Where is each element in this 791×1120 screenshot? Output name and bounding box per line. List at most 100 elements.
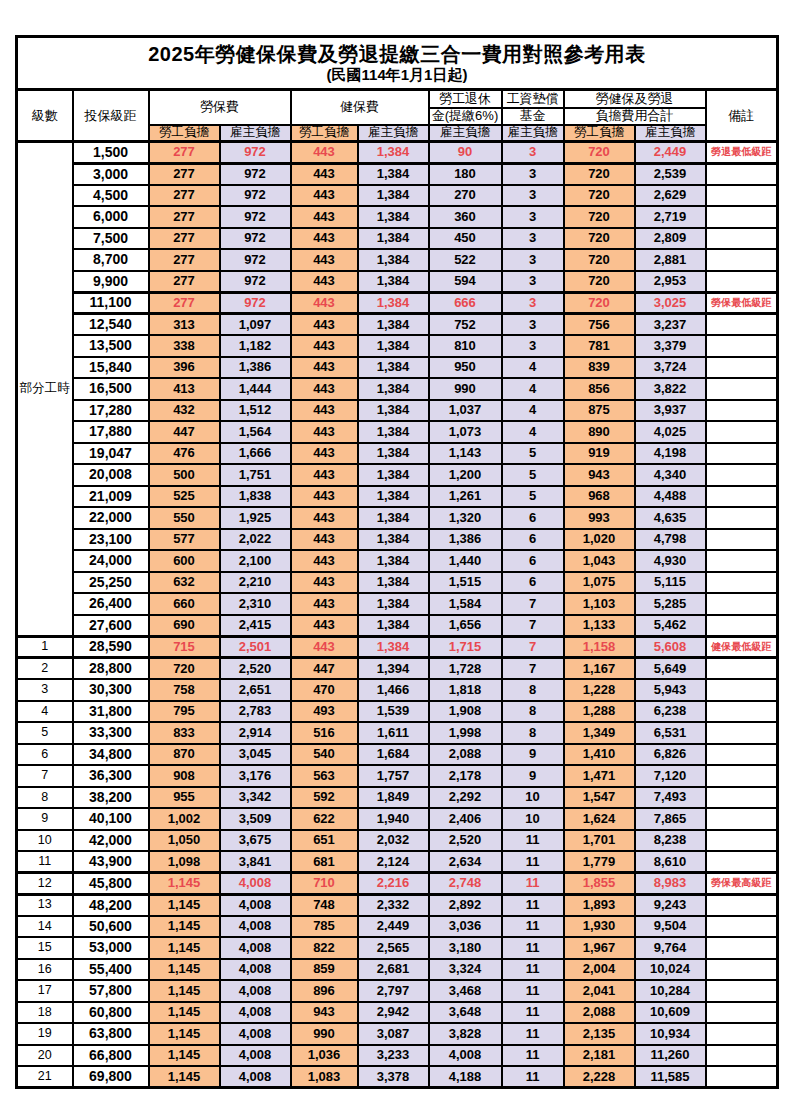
total-employer-cell: 2,629	[635, 185, 706, 207]
labor-employee-cell: 277	[149, 185, 220, 207]
subheader-labor-employer: 雇主負擔	[220, 125, 291, 142]
total-employee-cell: 720	[564, 142, 635, 164]
bracket-cell: 53,000	[73, 937, 149, 959]
level-cell: 3	[17, 679, 73, 701]
total-employee-cell: 756	[564, 314, 635, 336]
health-employer-cell: 1,384	[358, 249, 429, 271]
wage-fund-employer-cell: 11	[502, 873, 564, 895]
table-row: 838,2009553,3425921,8492,292101,5477,493	[17, 787, 778, 809]
table-row: 25,2506322,2104431,3841,51561,0755,115	[17, 572, 778, 594]
labor-employer-cell: 972	[220, 271, 291, 293]
bracket-cell: 31,800	[73, 701, 149, 723]
health-employer-cell: 1,384	[358, 314, 429, 336]
health-employer-cell: 1,384	[358, 593, 429, 615]
header-bracket: 投保級距	[73, 90, 149, 142]
labor-employer-cell: 4,008	[220, 1023, 291, 1045]
bracket-cell: 4,500	[73, 185, 149, 207]
health-employee-cell: 443	[291, 464, 358, 486]
pension-employer-cell: 1,320	[429, 507, 502, 529]
wage-fund-employer-cell: 5	[502, 443, 564, 465]
remark-cell	[706, 658, 778, 680]
total-employer-cell: 4,488	[635, 486, 706, 508]
total-employee-cell: 1,471	[564, 765, 635, 787]
table-row: 1963,8001,1454,0089903,0873,828112,13510…	[17, 1023, 778, 1045]
health-employer-cell: 1,684	[358, 744, 429, 766]
wage-fund-employer-cell: 9	[502, 765, 564, 787]
health-employer-cell: 1,384	[358, 572, 429, 594]
total-employee-cell: 1,930	[564, 916, 635, 938]
bracket-cell: 63,800	[73, 1023, 149, 1045]
level-cell: 18	[17, 1002, 73, 1024]
table-row: 2066,8001,1454,0081,0363,2334,008112,181…	[17, 1045, 778, 1067]
health-employee-cell: 785	[291, 916, 358, 938]
total-employee-cell: 1,410	[564, 744, 635, 766]
table-row: 24,0006002,1004431,3841,44061,0434,930	[17, 550, 778, 572]
level-cell: 15	[17, 937, 73, 959]
pension-employer-cell: 990	[429, 378, 502, 400]
health-employer-cell: 1,384	[358, 486, 429, 508]
pension-employer-cell: 4,188	[429, 1066, 502, 1088]
remark-cell	[706, 808, 778, 830]
wage-fund-employer-cell: 3	[502, 163, 564, 185]
pension-employer-cell: 1,037	[429, 400, 502, 422]
labor-employer-cell: 1,666	[220, 443, 291, 465]
labor-employer-cell: 3,675	[220, 830, 291, 852]
labor-employer-cell: 972	[220, 249, 291, 271]
labor-employer-cell: 4,008	[220, 873, 291, 895]
wage-fund-employer-cell: 6	[502, 572, 564, 594]
health-employee-cell: 443	[291, 550, 358, 572]
labor-employer-cell: 1,512	[220, 400, 291, 422]
labor-employer-cell: 4,008	[220, 1045, 291, 1067]
health-employer-cell: 1,384	[358, 443, 429, 465]
table-row: 1450,6001,1454,0087852,4493,036111,9309,…	[17, 916, 778, 938]
labor-employer-cell: 2,651	[220, 679, 291, 701]
bracket-cell: 20,008	[73, 464, 149, 486]
health-employee-cell: 859	[291, 959, 358, 981]
total-employer-cell: 3,937	[635, 400, 706, 422]
labor-employee-cell: 525	[149, 486, 220, 508]
remark-cell	[706, 1066, 778, 1088]
labor-employer-cell: 2,210	[220, 572, 291, 594]
labor-employer-cell: 3,342	[220, 787, 291, 809]
remark-cell	[706, 916, 778, 938]
labor-employer-cell: 3,841	[220, 851, 291, 873]
bracket-cell: 45,800	[73, 873, 149, 895]
labor-employee-cell: 277	[149, 249, 220, 271]
remark-cell	[706, 163, 778, 185]
remark-cell	[706, 271, 778, 293]
health-employer-cell: 1,384	[358, 357, 429, 379]
header-group-row-1: 級數 投保級距 勞保費 健保費 勞工退休 工資墊償 勞健保及勞退 備註	[17, 90, 778, 108]
pension-employer-cell: 1,440	[429, 550, 502, 572]
labor-employee-cell: 1,145	[149, 916, 220, 938]
health-employee-cell: 563	[291, 765, 358, 787]
total-employee-cell: 1,624	[564, 808, 635, 830]
total-employee-cell: 2,088	[564, 1002, 635, 1024]
labor-employee-cell: 955	[149, 787, 220, 809]
labor-employer-cell: 2,100	[220, 550, 291, 572]
health-employer-cell: 3,087	[358, 1023, 429, 1045]
labor-employee-cell: 1,145	[149, 980, 220, 1002]
total-employee-cell: 1,043	[564, 550, 635, 572]
labor-employee-cell: 313	[149, 314, 220, 336]
wage-fund-employer-cell: 9	[502, 744, 564, 766]
wage-fund-employer-cell: 6	[502, 550, 564, 572]
subheader-health-employer: 雇主負擔	[358, 125, 429, 142]
total-employee-cell: 2,181	[564, 1045, 635, 1067]
total-employee-cell: 943	[564, 464, 635, 486]
remark-cell	[706, 959, 778, 981]
health-employee-cell: 651	[291, 830, 358, 852]
total-employer-cell: 10,609	[635, 1002, 706, 1024]
pension-employer-cell: 1,728	[429, 658, 502, 680]
health-employer-cell: 1,611	[358, 722, 429, 744]
health-employer-cell: 2,449	[358, 916, 429, 938]
labor-employer-cell: 4,008	[220, 959, 291, 981]
table-row: 21,0095251,8384431,3841,26159684,488	[17, 486, 778, 508]
health-employer-cell: 3,378	[358, 1066, 429, 1088]
total-employer-cell: 9,764	[635, 937, 706, 959]
labor-employee-cell: 396	[149, 357, 220, 379]
labor-employer-cell: 1,564	[220, 421, 291, 443]
health-employee-cell: 443	[291, 163, 358, 185]
total-employee-cell: 720	[564, 206, 635, 228]
health-employee-cell: 443	[291, 529, 358, 551]
wage-fund-employer-cell: 3	[502, 228, 564, 250]
